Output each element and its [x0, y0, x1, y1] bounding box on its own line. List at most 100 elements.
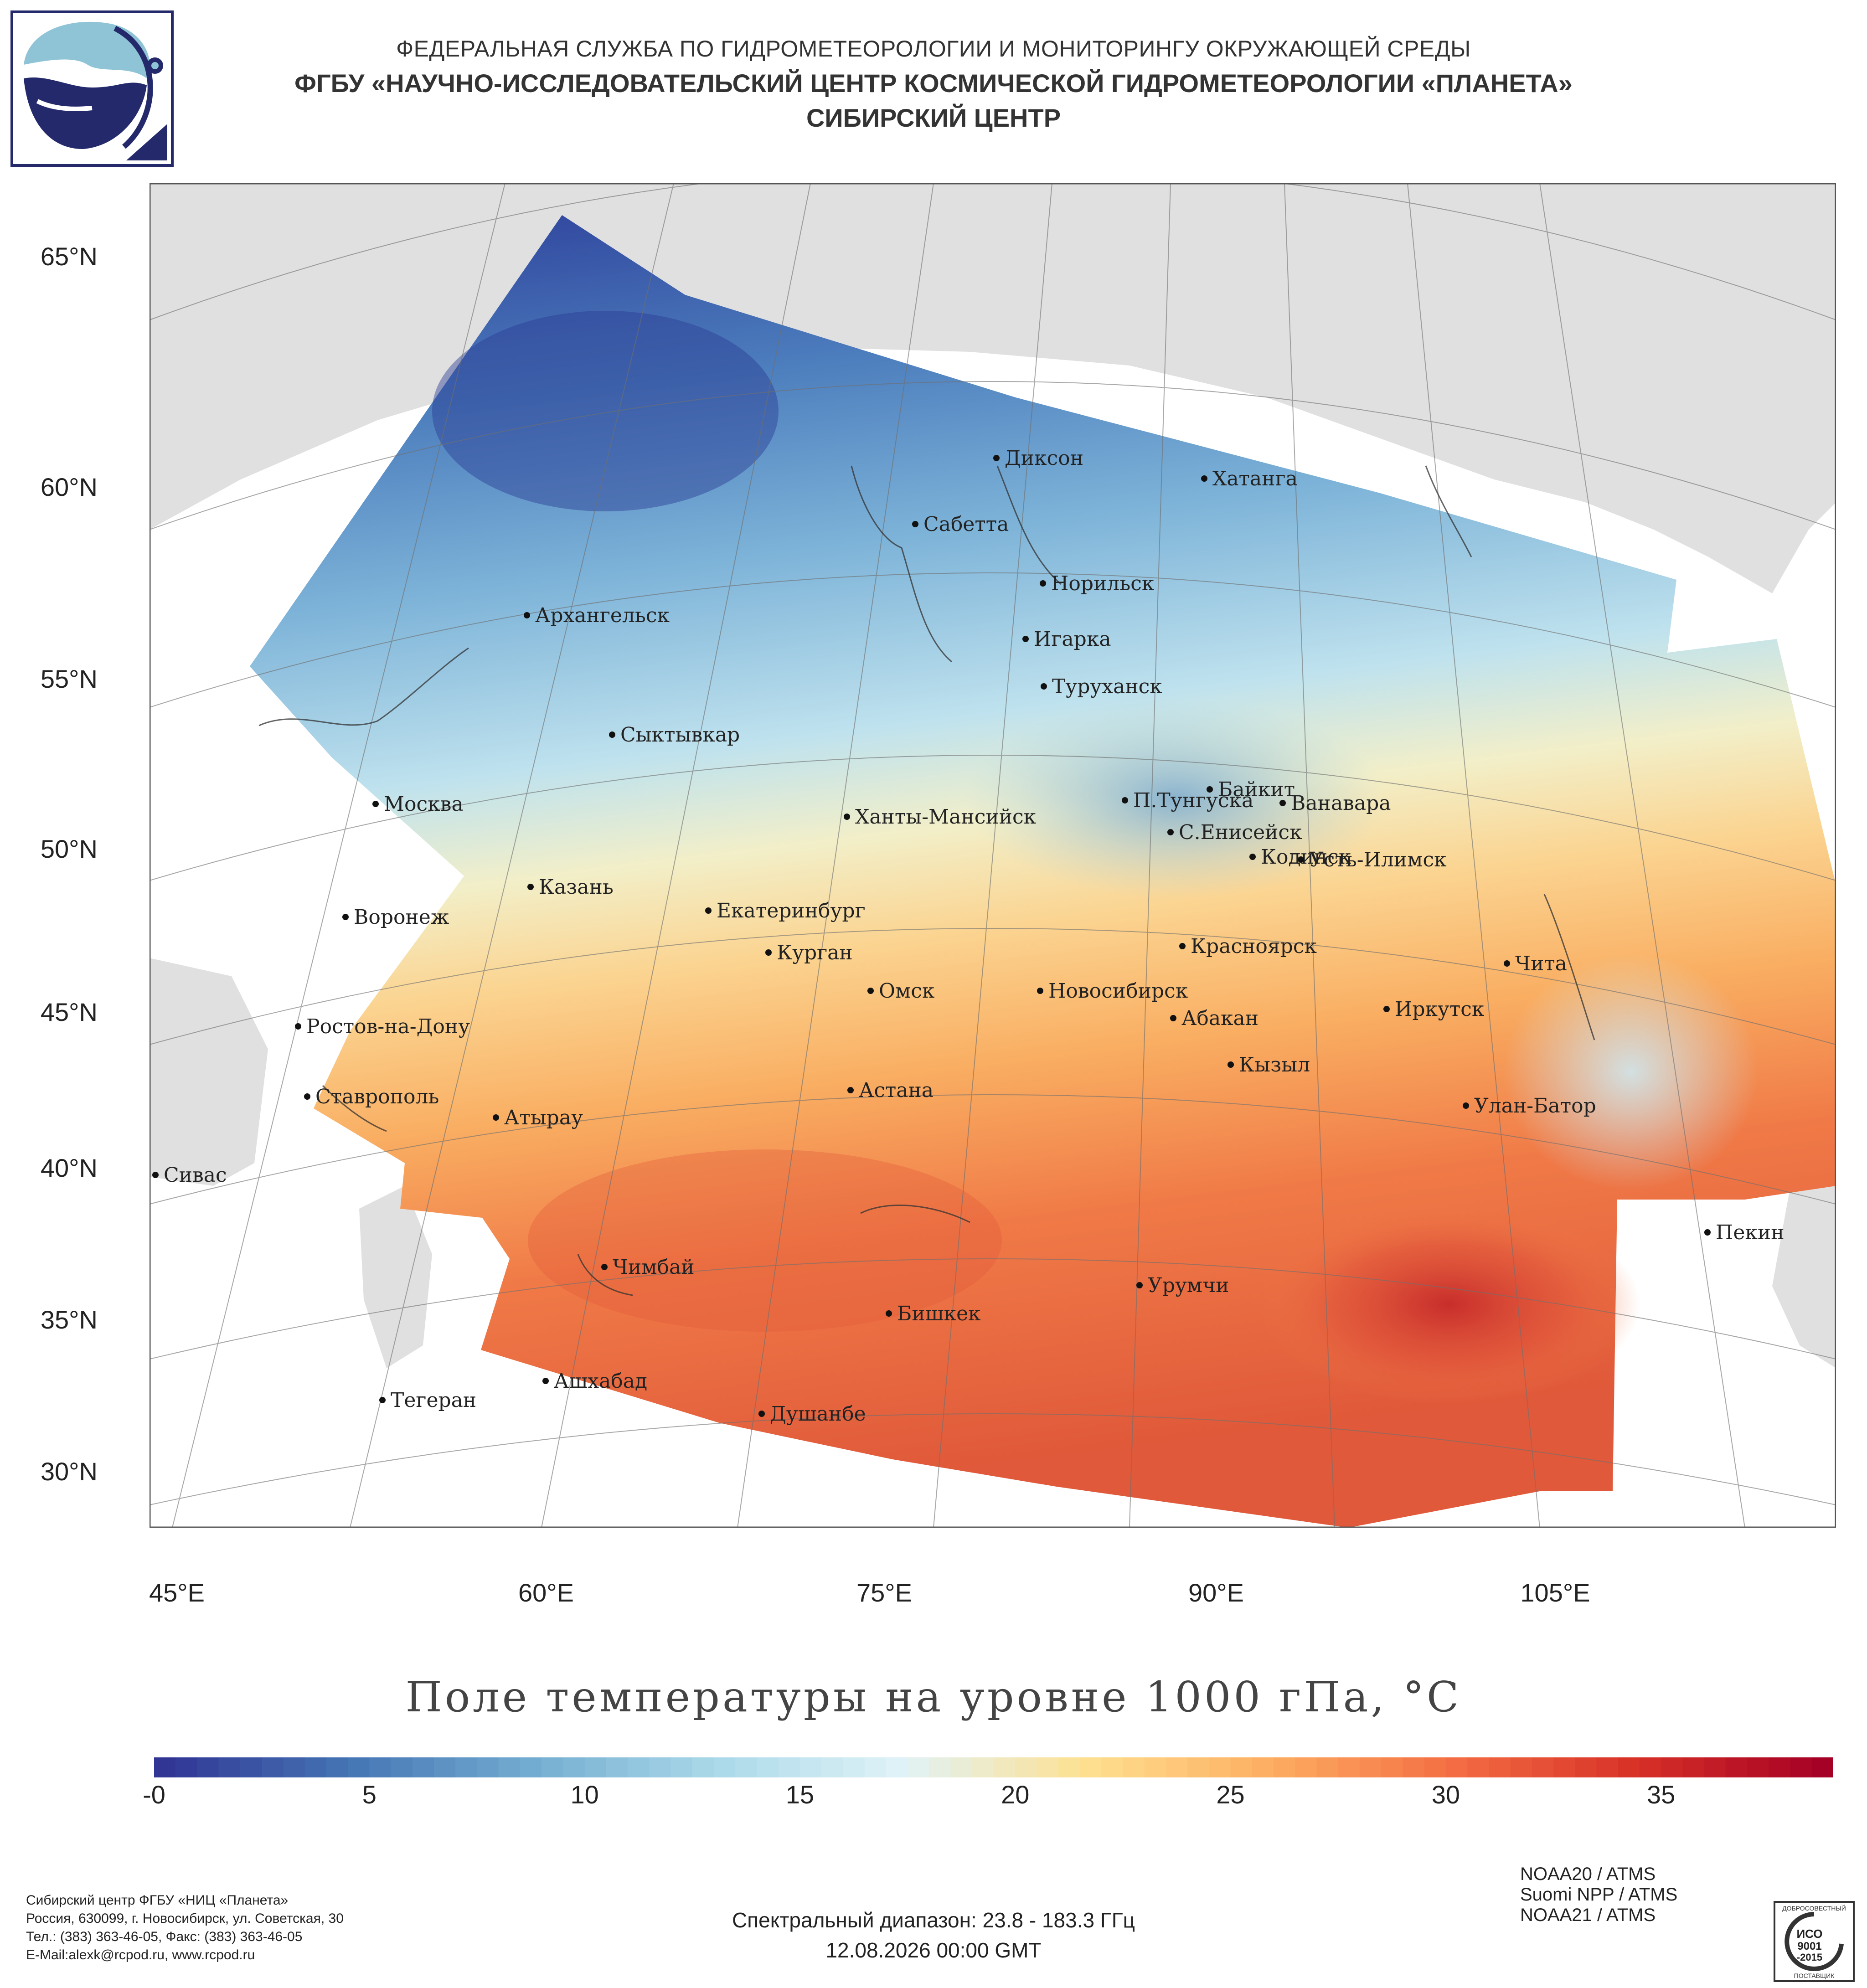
colorbar-cell	[326, 1757, 348, 1777]
city-dot	[1167, 829, 1174, 835]
colorbar-cell	[283, 1757, 305, 1777]
colorbar-cell	[1510, 1757, 1532, 1777]
city-marker: Казань	[527, 876, 614, 899]
city-dot	[993, 455, 1000, 461]
city-dot	[1040, 580, 1046, 587]
colorbar-cell	[1639, 1757, 1661, 1777]
colorbar-cell	[1209, 1757, 1231, 1777]
org-info: Сибирский центр ФГБУ «НИЦ «Планета» Росс…	[26, 1891, 344, 1964]
colorbar-cell	[692, 1757, 714, 1777]
colorbar-cell	[735, 1757, 758, 1777]
city-marker: Душанбе	[758, 1402, 866, 1426]
colorbar-cell	[584, 1757, 607, 1777]
city-dot	[379, 1397, 386, 1403]
city-label: Ванавара	[1291, 792, 1391, 815]
colorbar-cell	[1790, 1757, 1812, 1777]
colorbar-cell	[1575, 1757, 1597, 1777]
colorbar-cell	[1811, 1757, 1833, 1777]
city-dot	[527, 884, 534, 890]
map-title: Поле температуры на уровне 1000 гПа, °С	[405, 1673, 1462, 1721]
satellite-item: Suomi NPP / ATMS	[1520, 1885, 1678, 1905]
org-email: E-Mail:alexk@rcpod.ru, www.rcpod.ru	[26, 1947, 255, 1962]
colorbar-cell	[154, 1757, 176, 1777]
city-marker: Архангельск	[524, 604, 670, 627]
satellite-list: NOAA20 / ATMS Suomi NPP / ATMS NOAA21 / …	[1520, 1864, 1677, 1926]
lat-label-30: 30°N	[40, 1457, 98, 1486]
colorbar-cell	[1166, 1757, 1188, 1777]
city-dot	[765, 949, 772, 956]
city-marker: Диксон	[993, 447, 1083, 470]
colorbar-cell	[369, 1757, 392, 1777]
city-marker: Абакан	[1170, 1007, 1258, 1030]
colorbar-cell	[886, 1757, 908, 1777]
colorbar-tick-label: 20	[1001, 1780, 1030, 1809]
lat-label-65: 65°N	[40, 242, 98, 271]
city-label: Ашхабад	[554, 1370, 647, 1393]
city-label: Сивас	[164, 1164, 227, 1187]
city-dot	[705, 907, 712, 914]
city-label: Усть-Илимск	[1309, 848, 1447, 871]
city-label: Чимбай	[613, 1256, 695, 1279]
colorbar-cell	[1295, 1757, 1317, 1777]
city-marker: Атырау	[493, 1106, 583, 1129]
city-label: Сабетта	[923, 513, 1009, 536]
colorbar-cell	[477, 1757, 499, 1777]
city-label: Абакан	[1181, 1007, 1258, 1030]
city-label: Байкит	[1218, 778, 1295, 801]
city-label: Игарка	[1034, 628, 1111, 651]
colorbar-cell	[1445, 1757, 1468, 1777]
city-dot	[1037, 988, 1043, 994]
city-dot	[847, 1087, 854, 1093]
colorbar-cell	[1553, 1757, 1576, 1777]
city-label: Тегеран	[391, 1389, 476, 1412]
city-marker: Ашхабад	[542, 1370, 647, 1393]
colorbar	[154, 1757, 1833, 1777]
city-dot	[1022, 636, 1029, 642]
colorbar-cell	[757, 1757, 779, 1777]
city-marker: Усть-Илимск	[1298, 848, 1447, 871]
colorbar-cell	[1661, 1757, 1683, 1777]
city-dot	[542, 1378, 549, 1384]
colorbar-cell	[1618, 1757, 1640, 1777]
lon-label-90: 90°E	[1188, 1578, 1244, 1607]
colorbar-cell	[929, 1757, 951, 1777]
city-dot	[1704, 1229, 1711, 1236]
colorbar-cell	[1230, 1757, 1253, 1777]
city-label: Кызыл	[1239, 1053, 1310, 1076]
city-label: Диксон	[1005, 447, 1083, 470]
lat-label-45: 45°N	[40, 998, 98, 1026]
city-marker: Ростов-на-Дону	[295, 1015, 470, 1038]
city-dot	[1249, 854, 1256, 860]
city-marker: Красноярск	[1179, 935, 1317, 958]
iso-year: -2015	[1797, 1952, 1822, 1963]
lat-label-35: 35°N	[40, 1305, 98, 1334]
city-label: Екатеринбург	[717, 899, 866, 922]
colorbar-cell	[1359, 1757, 1382, 1777]
city-label: Ростов-на-Дону	[306, 1015, 470, 1038]
lat-label-55: 55°N	[40, 664, 98, 693]
city-dot	[1201, 475, 1207, 482]
city-dot	[1463, 1102, 1469, 1109]
city-dot	[609, 731, 615, 738]
colorbar-cell	[218, 1757, 241, 1777]
planeta-logo	[10, 10, 174, 167]
city-marker: Екатеринбург	[705, 899, 866, 922]
city-marker: Тегеран	[379, 1389, 476, 1412]
city-label: Атырау	[504, 1106, 583, 1129]
city-dot	[844, 814, 850, 820]
colorbar-cell	[1079, 1757, 1102, 1777]
colorbar-tick-label: 10	[570, 1780, 599, 1809]
lon-label-60: 60°E	[518, 1578, 574, 1607]
colorbar-cell	[799, 1757, 822, 1777]
colorbar-cell	[175, 1757, 198, 1777]
colorbar-cell	[1381, 1757, 1403, 1777]
city-dot	[1207, 786, 1213, 793]
city-dot	[372, 801, 379, 807]
city-marker: Чита	[1504, 952, 1567, 975]
colorbar-cell	[240, 1757, 262, 1777]
colorbar-cell	[1403, 1757, 1425, 1777]
colorbar-cell	[950, 1757, 973, 1777]
city-dot	[1170, 1015, 1176, 1021]
colorbar-cell	[649, 1757, 671, 1777]
city-label: Курган	[777, 941, 853, 964]
